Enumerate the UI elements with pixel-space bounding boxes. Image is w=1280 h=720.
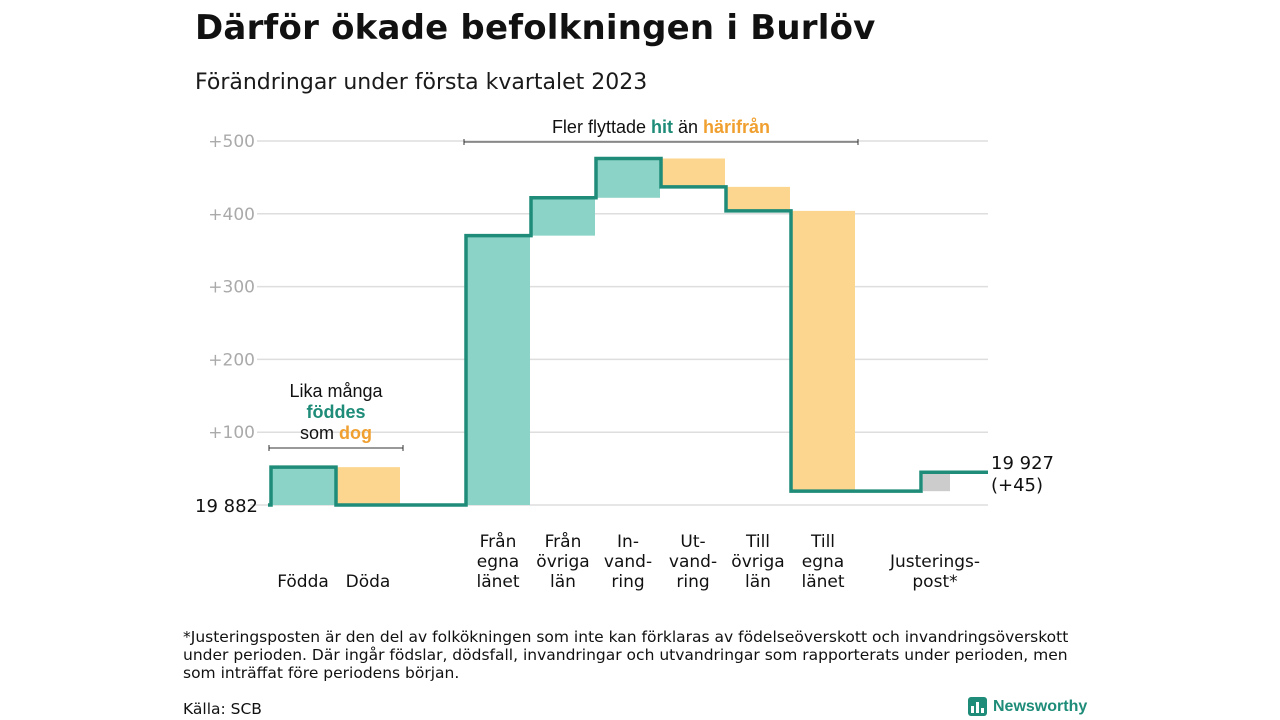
- annotation-segment: Fler flyttade: [552, 117, 651, 137]
- grid-layer: +100 +200 +300 +400 +500: [208, 132, 988, 506]
- x-category-label: Från: [480, 531, 517, 552]
- x-category-label: vand-: [669, 552, 717, 572]
- annotation-segment: dog: [339, 423, 372, 443]
- brand-name: Newsworthy: [993, 697, 1088, 715]
- newsworthy-logo-icon: [968, 697, 987, 716]
- x-category-label: ring: [611, 572, 644, 592]
- x-category-label: vand-: [604, 552, 652, 572]
- x-category-label: In-: [617, 532, 639, 552]
- x-category-label: län: [550, 572, 576, 592]
- x-category-label: övriga: [536, 552, 589, 572]
- x-category-label: egna: [802, 552, 844, 572]
- bar-decrease: [791, 210, 855, 492]
- x-category-label: ring: [676, 572, 709, 592]
- y-tick-label: +200: [208, 350, 255, 370]
- x-category-label: Från: [545, 531, 582, 552]
- chart-title: Därför ökade befolkningen i Burlöv: [195, 8, 876, 48]
- line-layer: [268, 156, 988, 507]
- x-category-label: län: [745, 572, 771, 592]
- bar-decrease: [661, 158, 725, 187]
- x-category-label: övriga: [731, 552, 784, 572]
- x-category-label: Justerings-: [889, 552, 980, 572]
- annotation-text: Lika många: [289, 381, 383, 401]
- bar-increase: [596, 158, 660, 198]
- y-tick-label: +100: [208, 423, 255, 443]
- label-layer: Födda DödaFrånegnalänetFrånövrigalänIn-va…: [195, 453, 1054, 592]
- brand-logo: Newsworthy: [968, 697, 1087, 716]
- x-category-label: länet: [476, 572, 519, 592]
- x-category-label: Till: [745, 532, 770, 552]
- annotation-segment: som: [300, 423, 339, 443]
- annotation-text: som dog: [300, 423, 372, 443]
- bar-increase: [466, 235, 530, 505]
- running-total-line: [268, 156, 988, 507]
- x-category-label: Döda: [346, 572, 391, 592]
- source-note: Källa: SCB: [183, 700, 262, 718]
- annotation-segment: härifrån: [703, 117, 770, 137]
- annotation-segment: Lika många: [289, 381, 383, 401]
- end-value-label: 19 927: [991, 453, 1054, 474]
- x-category-label: egna: [477, 552, 519, 572]
- annotation-text: Fler flyttade hit än härifrån: [552, 117, 770, 137]
- bar-layer: [271, 158, 950, 505]
- x-category-label: länet: [801, 572, 844, 592]
- start-value-label: 19 882: [195, 496, 258, 517]
- x-category-label: Ut-: [680, 532, 705, 552]
- annotation-segment: hit: [651, 117, 673, 137]
- bar-increase: [531, 197, 595, 236]
- footnote: *Justeringsposten är den del av folkökni…: [183, 628, 1069, 682]
- x-category-label: Till: [810, 532, 835, 552]
- x-category-label: Födda: [277, 572, 329, 592]
- annotation-text: föddes: [306, 402, 365, 422]
- end-value-label: (+45): [991, 475, 1043, 496]
- y-tick-label: +400: [208, 205, 255, 225]
- y-tick-label: +500: [208, 132, 255, 152]
- waterfall-chart: +100+200+300+400+500 Födda DödaFrånegnalä…: [195, 117, 1054, 592]
- bar-decrease: [336, 467, 400, 505]
- bar-increase: [271, 467, 335, 505]
- annotation-segment: föddes: [306, 402, 365, 422]
- bar-adjustment: [923, 472, 950, 492]
- bar-decrease: [726, 186, 790, 211]
- chart-subtitle: Förändringar under första kvartalet 2023: [195, 70, 648, 95]
- y-tick-label: +300: [208, 278, 255, 298]
- x-category-label: post*: [912, 572, 957, 592]
- annotation-segment: än: [673, 117, 703, 137]
